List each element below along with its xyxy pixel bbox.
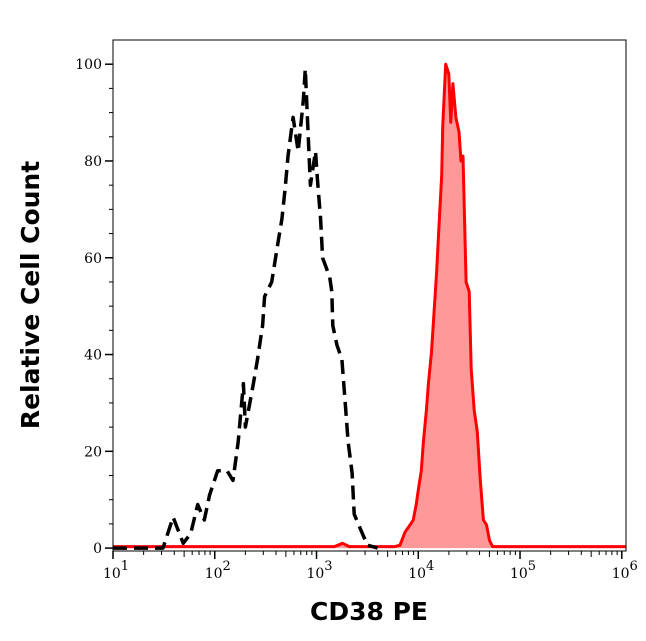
y-tick-label: 100 — [75, 57, 102, 73]
y-tick-label: 0 — [93, 541, 102, 557]
series-line-dashed — [113, 67, 379, 550]
y-tick-label: 40 — [84, 348, 102, 364]
x-tick-label: 103 — [306, 559, 332, 582]
y-tick-label: 60 — [84, 251, 102, 267]
x-tick-label: 105 — [510, 559, 536, 582]
x-tick-label: 102 — [205, 559, 231, 582]
y-tick-label: 20 — [84, 444, 102, 460]
series-fill-area — [113, 64, 626, 549]
y-tick-label: 80 — [84, 154, 102, 170]
series-line-filled — [113, 62, 626, 549]
series-layer — [113, 62, 626, 550]
x-tick-label: 101 — [103, 559, 129, 582]
plot-frame — [112, 39, 627, 552]
x-axis-title: CD38 PE — [310, 597, 428, 626]
y-axis-title: Relative Cell Count — [16, 161, 45, 429]
x-tick-label: 106 — [612, 559, 638, 582]
x-tick-label: 104 — [408, 559, 434, 582]
axes: 101 102 103 104 105 106 0 20 40 60 80 100 — [75, 57, 638, 582]
